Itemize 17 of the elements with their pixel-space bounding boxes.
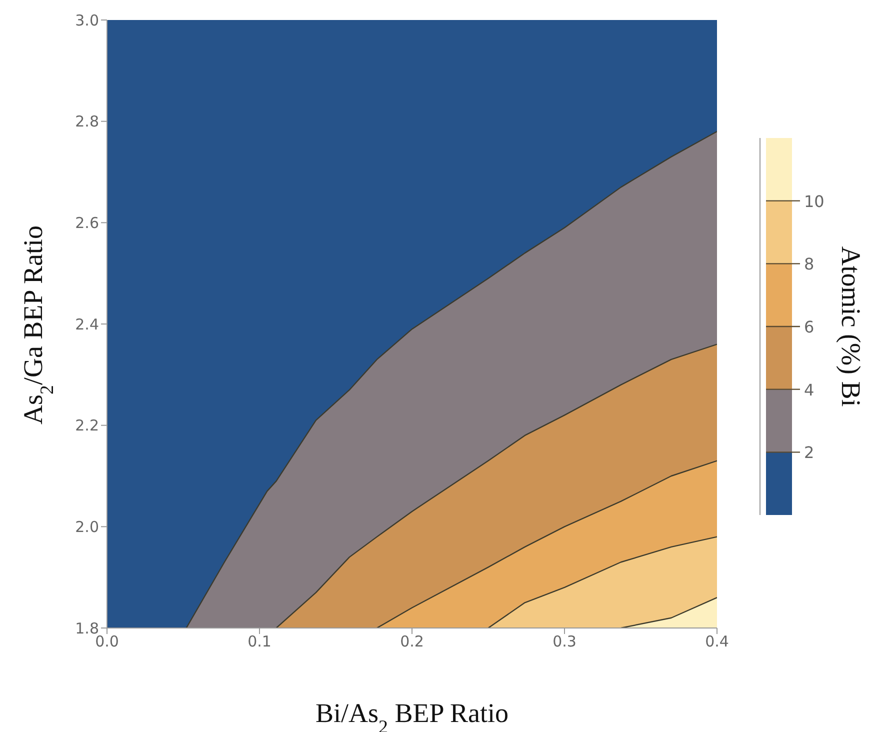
x-tick-label: 0.1: [248, 632, 272, 651]
color-bar-label: 6: [804, 318, 814, 336]
x-tick-label: 0.0: [95, 632, 119, 651]
y-tick-label: 3.0: [75, 11, 99, 30]
color-bar-label: 4: [804, 380, 814, 400]
y-tick-label: 2.8: [75, 112, 99, 131]
y-tick-label: 2.0: [75, 518, 99, 536]
x-tick-label: 0.2: [400, 632, 424, 651]
y-tick-label: 2.4: [75, 315, 99, 334]
color-bar-label: 10: [804, 192, 824, 211]
y-tick-label: 2.2: [75, 416, 99, 435]
color-bar-title: Atomic (%) Bi: [836, 246, 866, 407]
y-tick-label: 2.6: [75, 214, 99, 232]
color-bar-label: 8: [804, 254, 814, 274]
x-tick-label: 0.3: [552, 632, 576, 651]
x-tick-label: 0.4: [705, 632, 729, 651]
color-bar-label: 2: [804, 443, 814, 462]
